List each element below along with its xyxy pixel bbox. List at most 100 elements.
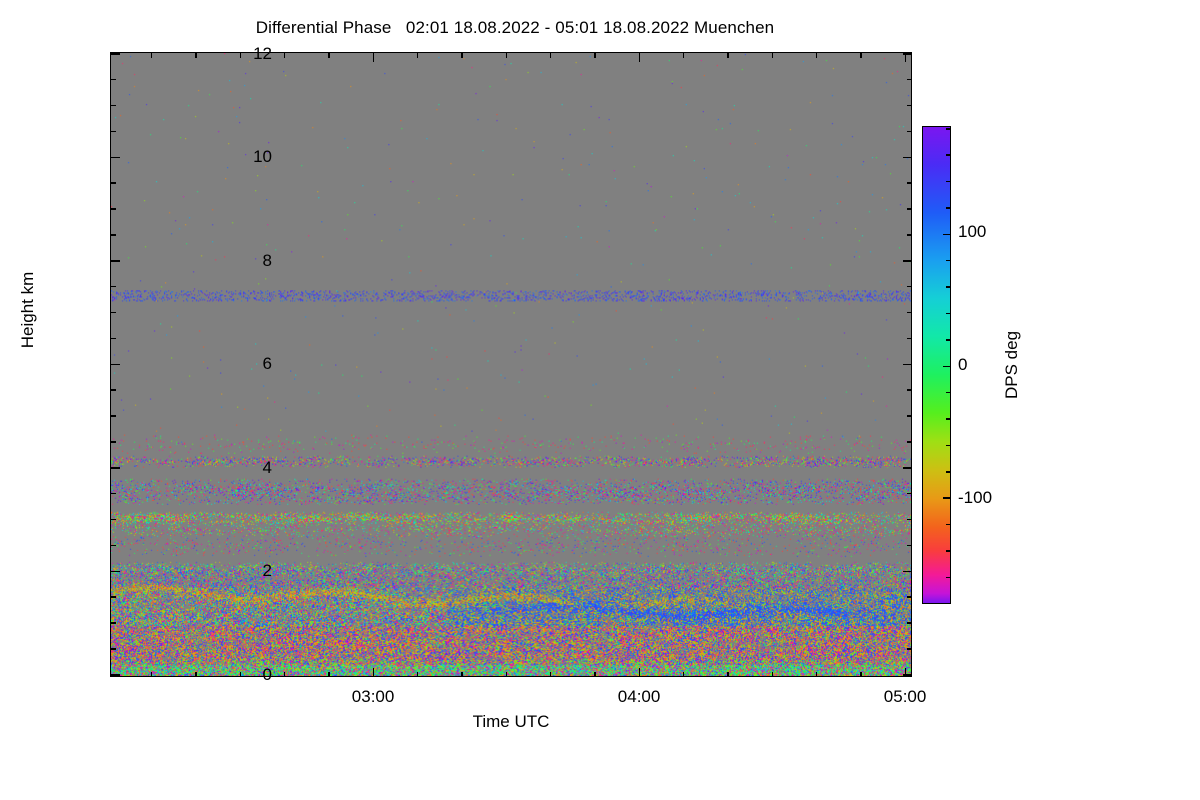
x-tick-minor — [549, 53, 552, 58]
y-tick-major — [111, 363, 120, 365]
colorbar-tick-minor — [945, 207, 950, 209]
x-tick-minor — [283, 671, 286, 676]
y-tick-minor — [906, 596, 911, 598]
colorbar-tick-minor — [945, 418, 950, 420]
x-tick-label: 04:00 — [617, 687, 661, 706]
plot-area[interactable] — [110, 52, 912, 677]
y-tick-minor — [111, 182, 116, 184]
y-tick-minor — [111, 130, 116, 133]
x-tick-minor — [860, 53, 862, 58]
x-tick-minor — [416, 53, 419, 58]
colorbar-tick-major — [942, 233, 950, 236]
y-tick-label: 2 — [262, 561, 272, 580]
x-tick-minor — [239, 671, 242, 676]
colorbar[interactable] — [922, 126, 951, 604]
y-tick-minor — [906, 182, 911, 184]
x-tick-minor — [815, 671, 818, 676]
y-tick-minor — [906, 622, 911, 624]
y-tick-minor — [906, 492, 911, 495]
y-tick-label: 8 — [262, 250, 272, 270]
x-tick-minor — [727, 53, 729, 58]
y-tick-label: 12 — [253, 43, 272, 63]
y-tick-minor — [111, 78, 116, 81]
x-tick-minor — [461, 53, 463, 58]
x-tick-minor — [594, 671, 596, 676]
colorbar-tick-minor — [945, 550, 950, 552]
colorbar-tick-minor — [945, 259, 950, 262]
y-tick-label: 10 — [253, 147, 272, 166]
y-tick-minor — [906, 285, 911, 288]
x-tick-minor — [771, 671, 774, 676]
colorbar-tick-label: -100 — [958, 487, 993, 507]
colorbar-tick-minor — [945, 312, 950, 315]
y-tick-minor — [111, 415, 116, 417]
y-axis-title: Height km — [18, 271, 37, 349]
x-tick-minor — [727, 671, 729, 676]
x-tick-major — [904, 53, 907, 62]
x-tick-major — [638, 667, 641, 676]
x-tick-major — [638, 53, 641, 62]
y-tick-label: 4 — [262, 457, 272, 477]
x-tick-minor — [461, 671, 463, 676]
y-tick-minor — [111, 596, 116, 598]
y-tick-minor — [111, 389, 116, 391]
x-tick-minor — [283, 53, 286, 58]
y-tick-minor — [111, 441, 116, 443]
y-tick-major — [902, 156, 911, 158]
x-tick-minor — [328, 671, 330, 676]
x-tick-minor — [150, 671, 153, 676]
y-tick-minor — [906, 311, 911, 314]
x-tick-minor — [150, 53, 153, 58]
colorbar-tick-major — [942, 365, 950, 367]
y-tick-label: 6 — [262, 354, 272, 373]
y-tick-minor — [111, 518, 116, 521]
y-tick-major — [111, 260, 120, 262]
y-tick-minor — [906, 104, 911, 107]
colorbar-tick-minor — [945, 154, 950, 156]
x-tick-minor — [416, 671, 419, 676]
y-tick-major — [902, 467, 911, 469]
y-tick-major — [111, 467, 120, 469]
y-tick-minor — [906, 415, 911, 417]
x-tick-minor — [195, 53, 197, 58]
y-tick-minor — [111, 648, 116, 650]
x-tick-label: 03:00 — [351, 687, 395, 706]
y-tick-major — [111, 53, 120, 55]
y-tick-major — [902, 674, 911, 676]
y-tick-minor — [906, 78, 911, 81]
y-tick-minor — [111, 492, 116, 495]
y-tick-major — [111, 674, 120, 676]
differential-phase-heatmap — [111, 53, 911, 676]
colorbar-tick-major — [942, 497, 950, 499]
x-tick-minor — [682, 53, 685, 58]
y-tick-minor — [906, 130, 911, 133]
y-tick-minor — [906, 648, 911, 650]
colorbar-tick-minor — [945, 576, 950, 579]
colorbar-tick-label: 100 — [958, 222, 987, 242]
y-tick-minor — [111, 544, 116, 547]
x-tick-major — [372, 667, 375, 676]
y-tick-minor — [906, 234, 911, 236]
x-tick-minor — [815, 53, 818, 58]
colorbar-title: DPS deg — [1002, 330, 1021, 400]
y-tick-major — [902, 570, 911, 572]
y-tick-major — [902, 260, 911, 262]
colorbar-tick-minor — [945, 444, 950, 447]
y-tick-major — [111, 156, 120, 158]
colorbar-tick-minor — [945, 339, 950, 341]
colorbar-tick-minor — [945, 286, 950, 288]
y-tick-minor — [111, 311, 116, 314]
y-tick-minor — [111, 234, 116, 236]
x-tick-minor — [549, 671, 552, 676]
colorbar-gradient — [923, 127, 950, 603]
x-axis-title: Time UTC — [472, 712, 550, 731]
colorbar-tick-minor — [945, 391, 950, 394]
y-tick-minor — [906, 389, 911, 391]
x-tick-minor — [594, 53, 596, 58]
colorbar-tick-minor — [945, 128, 950, 130]
x-tick-minor — [682, 671, 685, 676]
y-tick-minor — [906, 337, 911, 340]
x-tick-minor — [860, 671, 862, 676]
colorbar-tick-minor — [945, 471, 950, 473]
colorbar-tick-minor — [945, 180, 950, 183]
